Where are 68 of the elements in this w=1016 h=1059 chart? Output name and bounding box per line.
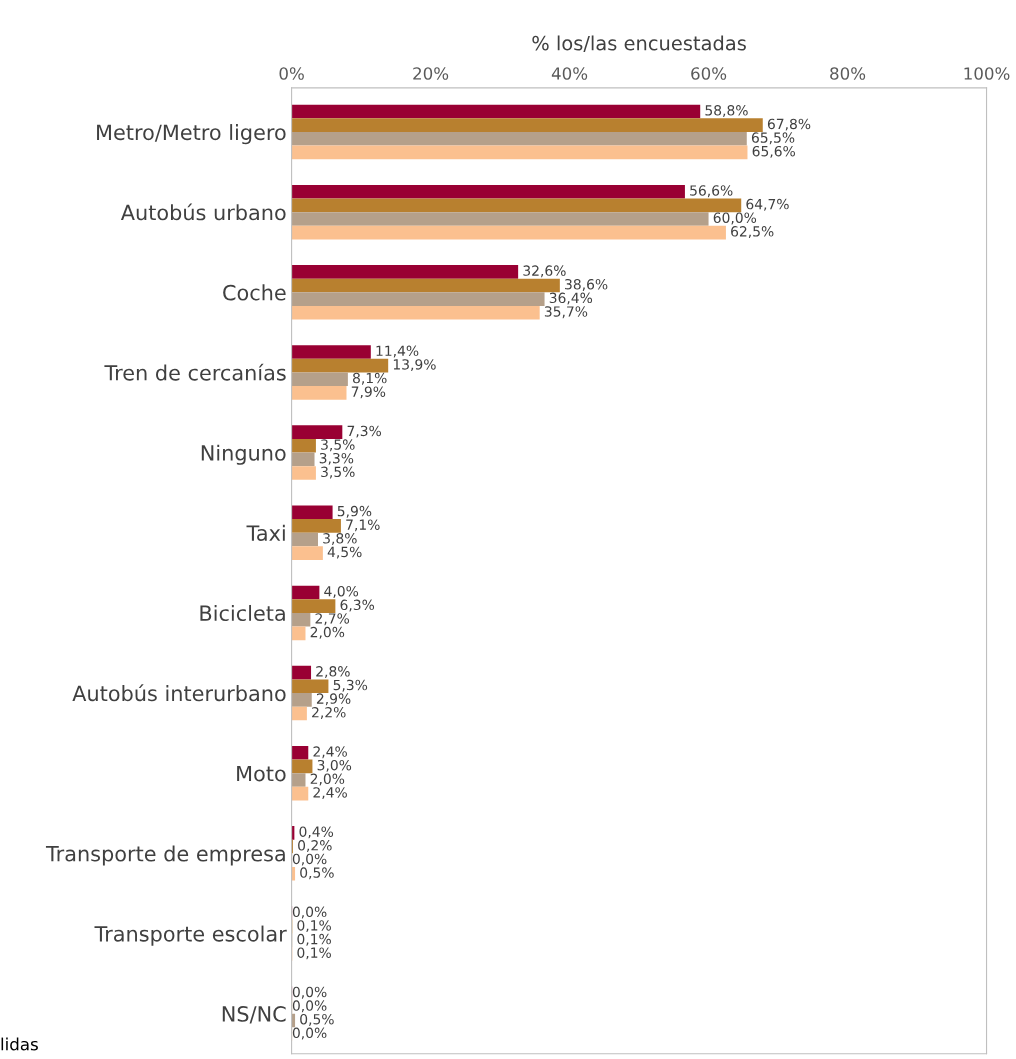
data-label: 56,6% [690, 185, 733, 198]
y-tick-label: NS/NC [222, 1006, 286, 1024]
data-label: 38,6% [565, 278, 608, 291]
y-tick-label: Coche [223, 284, 286, 301]
x-tick-label: 80% [830, 67, 866, 80]
y-tick-label: Metro/Metro ligero [97, 124, 286, 145]
data-label: 2,4% [313, 746, 347, 759]
x-tick-label: 100% [964, 67, 1010, 80]
data-label: 0,2% [298, 840, 332, 852]
data-label: 0,0% [292, 1027, 327, 1040]
y-tick-label: Transporte de empresa [45, 845, 285, 866]
data-label: 58,8% [705, 105, 748, 117]
data-label: 8,1% [352, 372, 387, 385]
data-label: 0,0% [292, 986, 327, 999]
data-label: 3,5% [321, 466, 355, 479]
y-tick-label: Ninguno [201, 444, 286, 465]
data-label: 2,9% [316, 693, 351, 706]
data-label: 2,7% [315, 613, 350, 626]
data-label: 13,9% [393, 359, 436, 372]
data-label: 36,4% [549, 292, 593, 305]
y-tick-label: Moto [237, 765, 286, 782]
x-tick-label: 20% [413, 67, 449, 80]
data-label: 0,1% [297, 947, 331, 960]
y-tick-label: Transporte escolar [94, 925, 287, 946]
x-tick-label: 0% [279, 67, 304, 80]
data-label: 3,3% [319, 452, 354, 465]
data-label: 0,5% [300, 867, 334, 880]
y-tick-label: Autobús interurbano [72, 684, 286, 702]
data-label: 4,5% [327, 546, 362, 559]
y-tick-label: Bicicleta [200, 604, 285, 622]
data-label: 65,5% [751, 132, 795, 145]
data-label: 3,0% [317, 759, 352, 772]
x-tick-label: 60% [691, 67, 727, 80]
data-label: 3,5% [321, 439, 355, 452]
data-label: 5,3% [333, 679, 368, 692]
data-label: 2,0% [310, 773, 345, 786]
data-label: 5,9% [337, 505, 372, 518]
data-label: 65,6% [752, 145, 795, 158]
y-tick-label: Taxi [246, 524, 285, 541]
data-label: 62,5% [731, 226, 774, 239]
data-label: 11,4% [376, 345, 419, 358]
data-label: 0,1% [297, 920, 331, 933]
x-tick-label: 40% [551, 67, 588, 80]
data-label: 64,7% [746, 198, 789, 211]
data-label: 0,0% [292, 1000, 327, 1013]
data-label: 2,8% [316, 666, 350, 679]
data-label: 3,8% [323, 533, 357, 545]
data-label: 6,3% [340, 599, 375, 612]
data-label: 4,0% [324, 585, 359, 598]
data-label: 2,0% [310, 626, 345, 639]
data-label: 0,5% [300, 1013, 334, 1026]
data-label: 67,8% [767, 118, 811, 131]
data-label: 32,6% [523, 265, 566, 278]
y-tick-label: Tren de cercanías [104, 363, 286, 381]
x-axis-title: % los/las encuestadas [532, 35, 746, 53]
data-label: 0,0% [292, 906, 327, 919]
data-label: 0,4% [299, 826, 334, 839]
data-label: 2,4% [313, 787, 347, 800]
data-label: 2,2% [312, 706, 346, 719]
y-tick-label: Autobús urbano [120, 203, 286, 221]
data-label: 35,7% [544, 306, 588, 319]
data-label: 0,0% [292, 853, 327, 866]
data-label: 7,3% [347, 425, 382, 438]
data-label: 7,1% [346, 519, 380, 532]
data-label: 0,1% [297, 933, 331, 946]
text: lidas [1, 1037, 38, 1051]
data-label: 60,0% [713, 212, 757, 225]
data-label: 7,9% [351, 386, 386, 399]
